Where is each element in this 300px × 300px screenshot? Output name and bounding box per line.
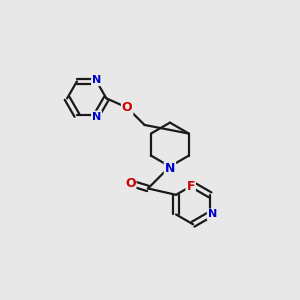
- Text: O: O: [125, 177, 136, 190]
- Text: N: N: [92, 112, 101, 122]
- Text: N: N: [165, 162, 175, 175]
- Text: F: F: [187, 180, 195, 193]
- Text: O: O: [122, 101, 133, 114]
- Text: N: N: [208, 209, 217, 219]
- Text: N: N: [92, 75, 101, 85]
